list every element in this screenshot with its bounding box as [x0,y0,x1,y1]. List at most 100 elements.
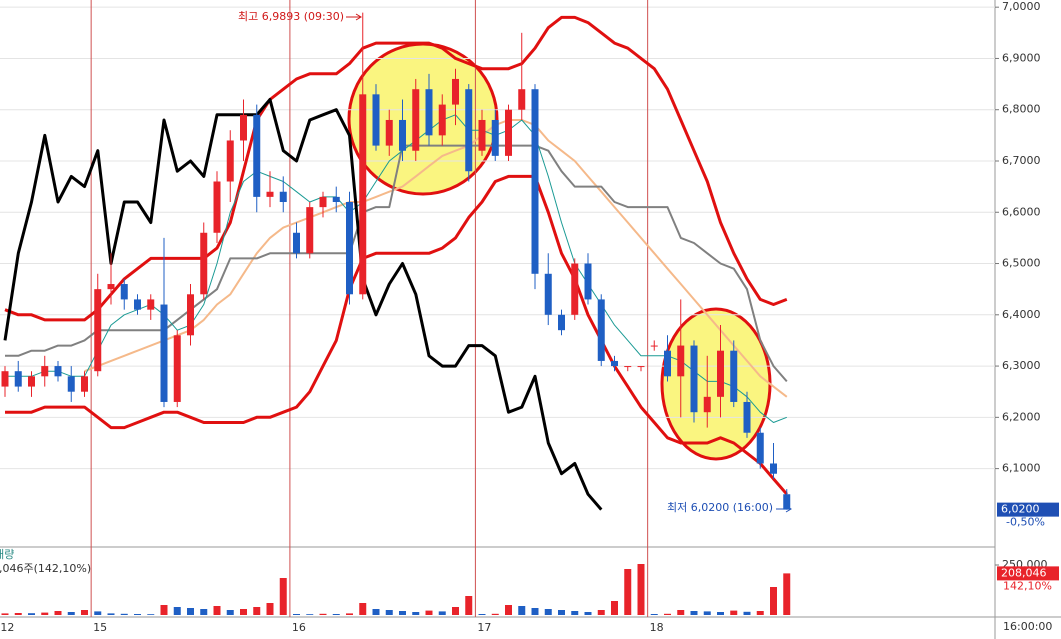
volume-bar [173,607,181,615]
candle-body [187,294,194,336]
candle-body [558,314,565,331]
candle-body [425,89,433,136]
volume-bar [372,609,380,615]
candle-body [173,335,181,402]
y-tick-label: 7,0000 [1002,0,1041,13]
candle-body [664,350,671,377]
volume-bar [478,614,486,615]
volume-bar [664,613,671,615]
volume-bar [452,607,459,615]
volume-bar [438,611,446,615]
change-label: -0,50% [1006,516,1045,529]
candle-body [266,191,274,197]
volume-bar [491,613,499,615]
candle-body [160,304,168,402]
y-tick-label: 6,5000 [1002,257,1041,270]
candle-body [81,376,88,392]
volume-bar [1,613,9,615]
candle-body [41,366,49,377]
volume-bar [584,612,592,615]
volume-bar [412,612,420,615]
candle-body [240,114,247,141]
candle-body [743,401,751,433]
candle-body [770,463,777,474]
volume-bar [465,596,473,615]
volume-bar [81,610,88,615]
candle-body [107,284,115,290]
volume-bar [67,612,75,615]
volume-bar [107,613,115,615]
y-tick-label: 6,9000 [1002,51,1041,64]
candle-body [359,94,367,295]
volume-bar [770,587,777,615]
volume-summary: 208,046주(142,10%) [0,562,91,575]
volume-bar [385,610,393,615]
candle-body [306,207,314,254]
candle-body [571,263,579,315]
volume-bar [54,611,62,615]
candle-body [14,371,22,387]
volume-bar [120,613,128,615]
volume-bar [425,610,433,615]
volume-bar [134,614,141,615]
y-tick-label: 6,2000 [1002,410,1041,423]
volume-bar [637,564,645,615]
volume-box [997,566,1059,581]
candle-body [650,345,658,347]
candle-body [120,284,128,300]
volume-bar [213,606,221,615]
candle-body [372,94,380,146]
candle-body [637,366,645,368]
volume-bar [399,611,406,615]
candle-body [730,350,738,402]
volume-bar [690,611,698,615]
volume-bar [730,610,738,615]
candle-body [505,109,512,156]
candle-body [717,350,724,397]
candle-body [584,263,592,300]
volume-bar [160,605,168,615]
volume-bar [783,573,791,615]
volume-bar [703,611,711,615]
candle-body [677,345,685,377]
candle-body [783,494,791,510]
candle-body [399,119,406,151]
candle-body [452,78,459,105]
candle-body [319,196,327,208]
y-tick-label: 6,4000 [1002,308,1041,321]
candle-body [756,432,764,464]
volume-ratio-label: 142,10% [1003,579,1052,592]
volume-bar [677,610,685,615]
price-box [997,502,1059,517]
highlight-circle [660,307,772,461]
candle-body [253,114,261,197]
volume-bar [518,606,526,615]
overlay-line [84,119,788,398]
candle-body [94,289,102,372]
candle-body [518,89,526,110]
volume-bar [28,613,35,615]
volume-bar [558,610,565,615]
volume-bar [346,613,353,615]
candle-body [293,232,300,254]
volume-bar [266,603,274,615]
candle-body [54,366,62,377]
volume-bar [147,614,155,615]
x-tick-label: 15 [93,621,107,634]
volume-bar [240,609,247,615]
candle-body [279,191,287,203]
overlay-line [5,114,787,423]
x-tick-label: 17 [477,621,491,634]
volume-bar [226,610,234,615]
volume-bar [94,611,102,615]
candle-body [544,273,552,315]
candle-body [67,376,75,392]
volume-bar [624,569,632,615]
candle-body [611,360,618,367]
candle-body [1,371,9,387]
volume-bar [200,609,208,615]
x-tick-label: 16 [292,621,306,634]
